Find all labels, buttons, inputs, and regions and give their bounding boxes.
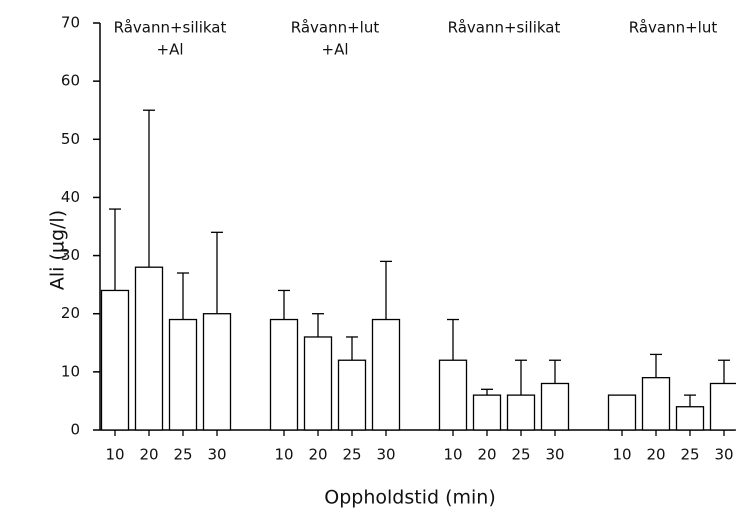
y-tick-label: 40	[61, 188, 80, 206]
x-axis-title: Oppholdstid (min)	[324, 487, 495, 509]
bar	[607, 394, 637, 431]
x-tick-label: 10	[105, 446, 124, 464]
group-label: Råvann+lut	[291, 19, 380, 37]
y-axis-title: Ali (µg/l)	[47, 210, 69, 290]
y-tick-label: 20	[61, 304, 80, 322]
x-tick-label: 10	[443, 446, 462, 464]
x-tick-label: 20	[308, 446, 327, 464]
x-tick-label: 25	[511, 446, 530, 464]
x-tick-label: 30	[545, 446, 564, 464]
bar	[438, 359, 468, 431]
bar	[134, 266, 164, 431]
bar	[371, 318, 401, 431]
group-label: Råvann+silikat	[114, 19, 227, 37]
y-tick-label: 10	[61, 362, 80, 380]
x-tick-label: 20	[139, 446, 158, 464]
x-tick-label: 20	[477, 446, 496, 464]
bar	[540, 382, 570, 431]
x-tick-label: 10	[274, 446, 293, 464]
y-tick-label: 60	[61, 72, 80, 90]
group-label: +Al	[157, 41, 184, 59]
bar	[709, 382, 736, 431]
bar	[303, 336, 333, 431]
group-label: Råvann+silikat	[448, 19, 561, 37]
bar	[337, 359, 367, 431]
x-tick-label: 30	[714, 446, 733, 464]
bar	[269, 318, 299, 431]
bar	[472, 394, 502, 431]
bar	[100, 289, 130, 431]
y-tick-label: 70	[61, 14, 80, 32]
bar	[641, 377, 671, 431]
x-tick-label: 25	[173, 446, 192, 464]
bar	[202, 313, 232, 431]
y-tick-label: 50	[61, 130, 80, 148]
bar	[675, 406, 705, 431]
x-tick-label: 25	[680, 446, 699, 464]
x-tick-label: 30	[376, 446, 395, 464]
x-tick-label: 30	[207, 446, 226, 464]
x-tick-label: 25	[342, 446, 361, 464]
group-label: +Al	[322, 41, 349, 59]
x-tick-label: 10	[612, 446, 631, 464]
x-tick-label: 20	[646, 446, 665, 464]
y-tick-label: 30	[61, 246, 80, 264]
y-tick-label: 0	[70, 421, 80, 439]
bar	[506, 394, 536, 431]
bar	[168, 318, 198, 431]
group-label: Råvann+lut	[629, 19, 718, 37]
